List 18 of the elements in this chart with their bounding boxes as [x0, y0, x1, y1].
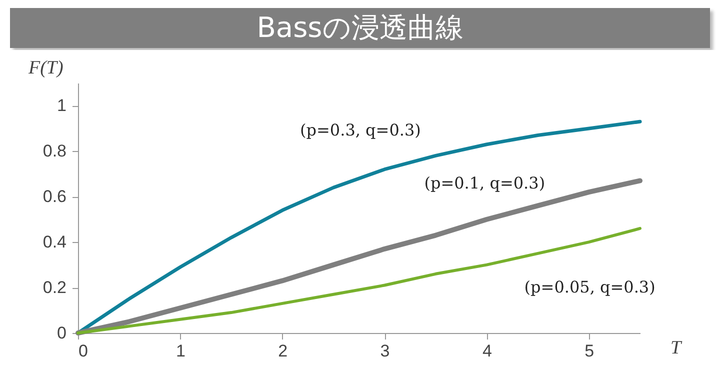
x-axis-title: T [670, 338, 682, 358]
x-tick-label: 4 [482, 342, 492, 360]
y-tick-label: 0.6 [42, 187, 66, 206]
x-tick-label: 0 [78, 342, 88, 360]
y-axis-title: F(T) [28, 58, 64, 78]
x-tick-label: 5 [584, 342, 594, 360]
x-tick-label: 2 [278, 342, 288, 360]
series-label: (p=0.3, q=0.3) [300, 120, 421, 140]
y-tick-label: 0.4 [42, 232, 66, 252]
x-tick-label: 3 [380, 342, 390, 360]
x-tick-label: 1 [176, 342, 186, 360]
y-tick-label: 0 [57, 324, 66, 342]
chart-title: Bassの浸透曲線 [10, 8, 710, 48]
y-tick-label: 1 [57, 96, 66, 116]
y-tick-label: 0.8 [42, 142, 66, 161]
series-label: (p=0.05, q=0.3) [524, 277, 656, 296]
series-label: (p=0.1, q=0.3) [424, 173, 546, 192]
y-tick-label: 0.2 [42, 278, 66, 298]
